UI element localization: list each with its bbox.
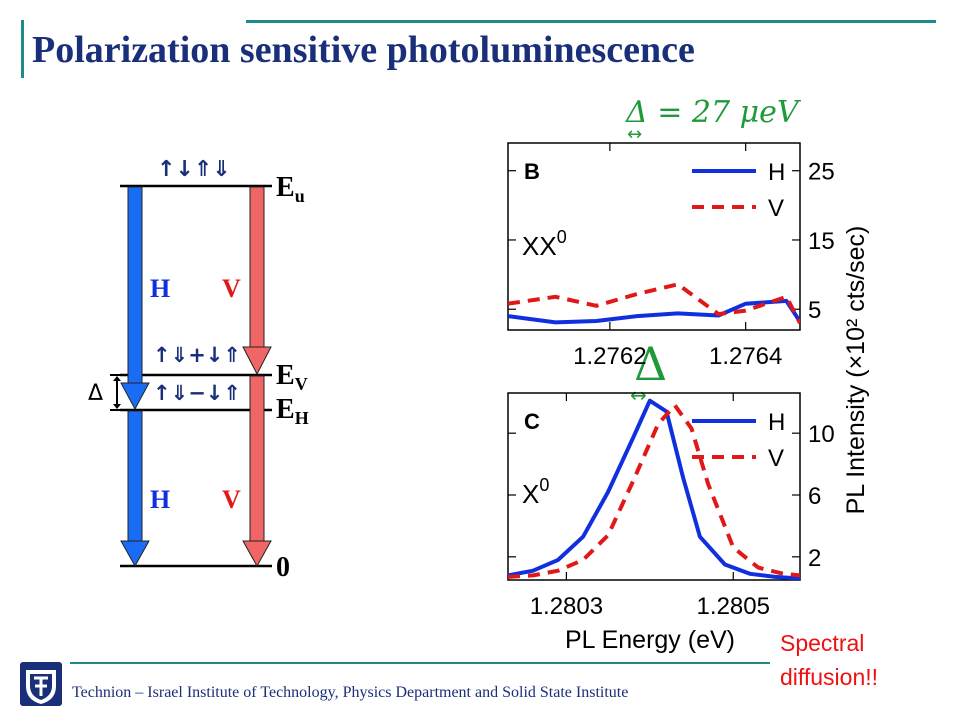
transition-label-v-lower: V (222, 485, 241, 514)
legend-label-h: H (768, 159, 785, 186)
plot-frame (507, 142, 801, 331)
x-tick-label: 1.2805 (697, 593, 770, 620)
title-accent-line (246, 20, 936, 23)
series-line-h (508, 398, 800, 580)
technion-logo (20, 662, 62, 706)
slide-title: Polarization sensitive photoluminescence (32, 29, 695, 71)
x-axis-label: PL Energy (eV) (565, 626, 735, 654)
delta-arrow-middle: ↔ (630, 383, 647, 407)
x-tick-label: 1.2762 (573, 343, 646, 370)
level-label-zero: 0 (276, 552, 290, 583)
transition-label-v-upper: V (222, 274, 241, 303)
y-tick-label: 5 (808, 297, 821, 324)
y-tick-label: 25 (808, 159, 835, 186)
arrow-v-lower (242, 375, 272, 568)
legend-label-h: H (768, 409, 785, 436)
x-tick-label: 1.2803 (530, 593, 603, 620)
legend-label-v: V (768, 195, 784, 222)
delta-27-annotation: Δ = 27 μeV (625, 95, 802, 130)
panel-label: C (524, 409, 540, 434)
level-label-eu: Eu (276, 172, 305, 206)
legend-label-v: V (768, 445, 784, 472)
series-line-h (508, 298, 800, 325)
y-tick-label: 10 (808, 421, 835, 448)
series-line-v (508, 403, 800, 579)
footer-text: Technion – Israel Institute of Technolog… (72, 684, 629, 701)
panel-b-chart: 1.2762 1.2764 5 15 25 B XX0 HV (507, 142, 835, 370)
y-tick-label: 15 (808, 228, 835, 255)
delta-middle-annotation: Δ (634, 337, 667, 391)
x-tick-label: 1.2764 (709, 343, 782, 370)
splitting-bracket (110, 374, 125, 411)
arrow-v-upper (242, 186, 272, 376)
y-tick-label: 2 (808, 545, 821, 572)
level-label-eh: EH (276, 394, 309, 428)
panel-label: B (524, 159, 540, 184)
energy-level-diagram: H V H V ↑↓⇑⇓ ↑⇓+↓⇑ ↑⇓−↓⇑ Eu EV EH 0 Δ (88, 157, 309, 583)
transition-label-h-lower: H (150, 485, 170, 514)
spin-config-eh: ↑⇓−↓⇑ (153, 381, 241, 405)
arrow-h-upper (120, 186, 150, 411)
species-label: X0 (522, 475, 549, 509)
footer-line (70, 662, 770, 664)
level-label-ev: EV (276, 360, 308, 394)
y-axis-label: PL Intensity (×10² cts/sec) (842, 226, 870, 515)
transition-label-h-upper: H (150, 274, 170, 303)
species-label: XX0 (522, 227, 567, 261)
panel-c-chart: 1.2803 1.2805 2 6 10 C X0 HV (507, 392, 835, 620)
delta-arrow-top: ↔ (627, 124, 642, 145)
splitting-label: Δ (88, 381, 103, 406)
plot-frame (507, 392, 801, 581)
spectral-diffusion-note: Spectral diffusion!! (780, 630, 879, 690)
arrow-h-lower (120, 410, 150, 568)
series-line-v (508, 282, 800, 325)
y-tick-label: 6 (808, 483, 821, 510)
title-accent-bar (21, 20, 24, 78)
spin-config-ev: ↑⇓+↓⇑ (153, 343, 241, 367)
spin-config-eu: ↑↓⇑⇓ (157, 157, 231, 182)
